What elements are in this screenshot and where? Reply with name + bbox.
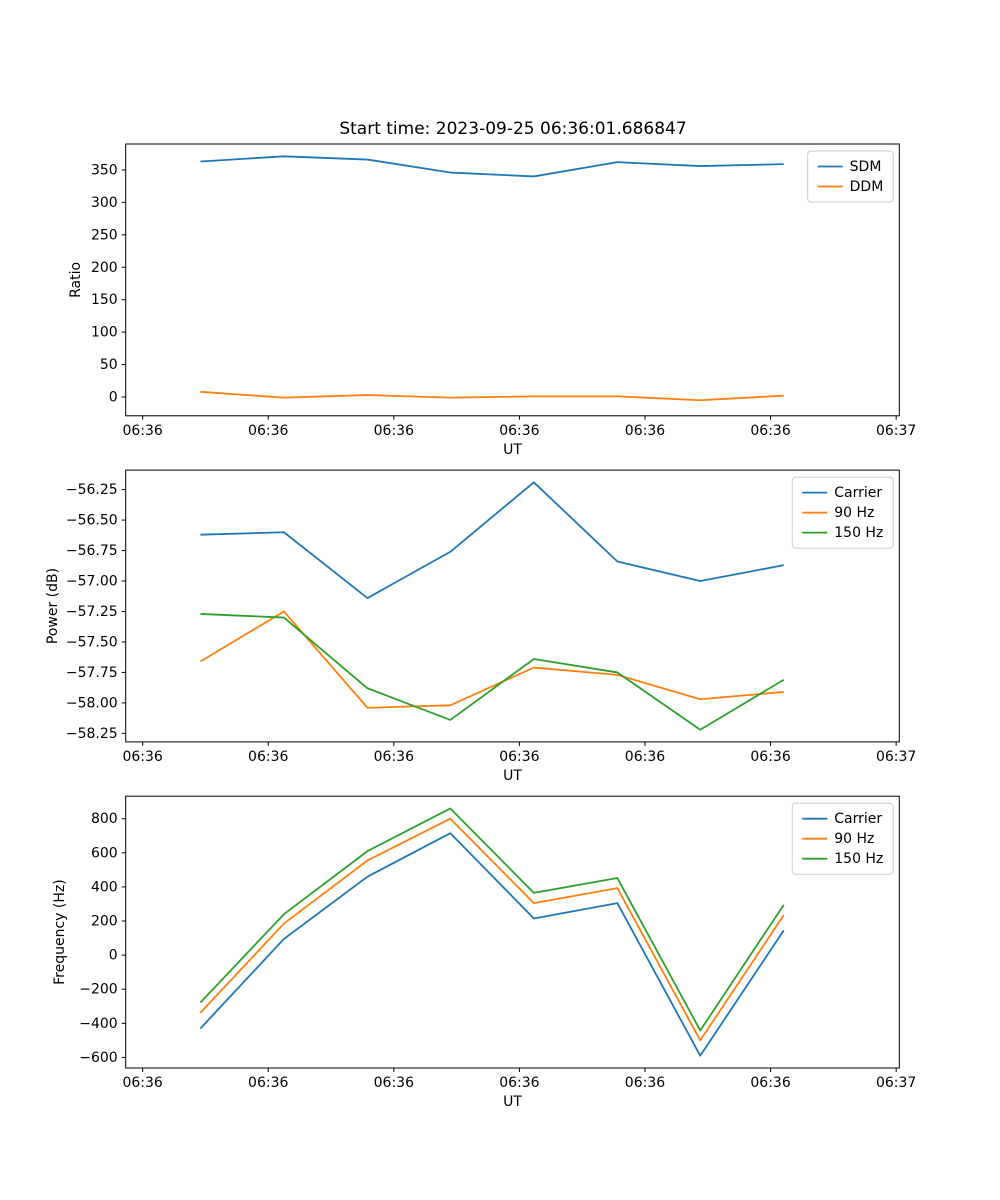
x-axis-label: UT — [503, 442, 522, 458]
x-tick-label: 06:36 — [248, 423, 288, 439]
axes-3-frequency-hz-: 06:36 06:36 06:36 06:36 06:36 06:36 06:37 800 60… — [52, 795, 916, 1110]
y-tick-label: 800 — [91, 811, 118, 827]
x-tick-label: 06:36 — [499, 423, 539, 439]
x-tick-label: 06:36 — [374, 423, 414, 439]
y-tick-label: −58.25 — [66, 726, 118, 742]
axes-frame — [125, 469, 900, 743]
series-line-90-hz — [199, 610, 784, 709]
y-tick-label: 350 — [91, 162, 118, 178]
series-line-150-hz — [199, 807, 785, 1032]
x-tick-label: 06:36 — [248, 749, 288, 765]
x-tick-label: 06:36 — [499, 749, 539, 765]
y-tick-label: −58.00 — [66, 695, 118, 711]
series-line-sdm — [200, 155, 784, 178]
y-axis-label: Power (dB) — [45, 568, 61, 644]
legend-label: SDM — [850, 159, 882, 175]
legend-box — [791, 802, 894, 875]
y-axis-label: Frequency (Hz) — [52, 879, 68, 985]
legend-label: Carrier — [834, 811, 882, 827]
y-axis-label: Ratio — [68, 262, 84, 298]
y-tick-label: −200 — [79, 982, 117, 998]
axes-2-power-db-: 06:36 06:36 06:36 06:36 06:36 06:36 06:37 −56.2… — [45, 469, 916, 784]
x-tick-label: 06:37 — [876, 749, 916, 765]
x-tick-label: 06:36 — [122, 1075, 162, 1091]
x-tick-label: 06:36 — [625, 749, 665, 765]
y-tick-label: −57.25 — [66, 604, 118, 620]
x-tick-label: 06:36 — [499, 1075, 539, 1091]
y-tick-label: 200 — [91, 260, 118, 276]
x-axis-label: UT — [503, 1094, 522, 1110]
x-tick-label: 06:36 — [750, 1075, 790, 1091]
y-tick-label: 400 — [91, 879, 118, 895]
y-tick-label: −57.50 — [66, 634, 118, 650]
axes-1-ratio: 06:36 06:36 06:36 06:36 06:36 06:36 06:37 0 50 10… — [68, 143, 916, 458]
y-tick-label: 0 — [109, 948, 118, 964]
series-line-90-hz — [199, 817, 785, 1042]
legend: Carrier 90 Hz 150 Hz — [791, 802, 894, 875]
y-tick-label: −56.50 — [66, 513, 118, 529]
x-tick-label: 06:36 — [750, 749, 790, 765]
y-tick-label: 150 — [91, 292, 118, 308]
y-tick-label: −57.75 — [66, 665, 118, 681]
series-line-carrier — [199, 832, 785, 1057]
y-tick-label: −600 — [79, 1050, 117, 1066]
x-tick-label: 06:36 — [248, 1075, 288, 1091]
x-tick-label: 06:36 — [750, 423, 790, 439]
axes-frame — [125, 143, 900, 417]
y-tick-label: 600 — [91, 845, 118, 861]
y-tick-label: 0 — [109, 389, 118, 405]
x-tick-label: 06:36 — [122, 423, 162, 439]
legend-label: Carrier — [834, 485, 882, 501]
x-tick-label: 06:36 — [374, 749, 414, 765]
figure-title: Start time: 2023-09-25 06:36:01.686847 — [339, 119, 687, 139]
axes-frame — [125, 795, 900, 1069]
legend-label: 150 Hz — [834, 525, 883, 541]
legend-box — [791, 476, 894, 549]
x-tick-label: 06:36 — [122, 749, 162, 765]
series-line-carrier — [200, 481, 784, 599]
y-tick-label: 50 — [100, 357, 118, 373]
y-tick-label: −56.75 — [66, 543, 118, 559]
series-line-ddm — [200, 390, 784, 402]
series-line-150-hz — [200, 613, 785, 731]
legend-box — [807, 150, 894, 203]
x-tick-label: 06:36 — [625, 423, 665, 439]
x-tick-label: 06:37 — [876, 1075, 916, 1091]
x-tick-label: 06:37 — [876, 423, 916, 439]
legend: SDM DDM — [807, 150, 894, 203]
x-tick-label: 06:36 — [374, 1075, 414, 1091]
y-tick-label: −56.25 — [66, 482, 118, 498]
y-tick-label: −57.00 — [66, 574, 118, 590]
x-tick-label: 06:36 — [625, 1075, 665, 1091]
legend-label: 150 Hz — [834, 851, 883, 867]
legend: Carrier 90 Hz 150 Hz — [791, 476, 894, 549]
legend-label: DDM — [850, 179, 884, 195]
legend-label: 90 Hz — [834, 505, 874, 521]
legend-label: 90 Hz — [834, 831, 874, 847]
x-axis-label: UT — [503, 768, 522, 784]
y-tick-label: 100 — [91, 325, 118, 341]
y-tick-label: 200 — [91, 914, 118, 930]
y-tick-label: −400 — [79, 1016, 117, 1032]
y-tick-label: 300 — [91, 195, 118, 211]
y-tick-label: 250 — [91, 227, 118, 243]
